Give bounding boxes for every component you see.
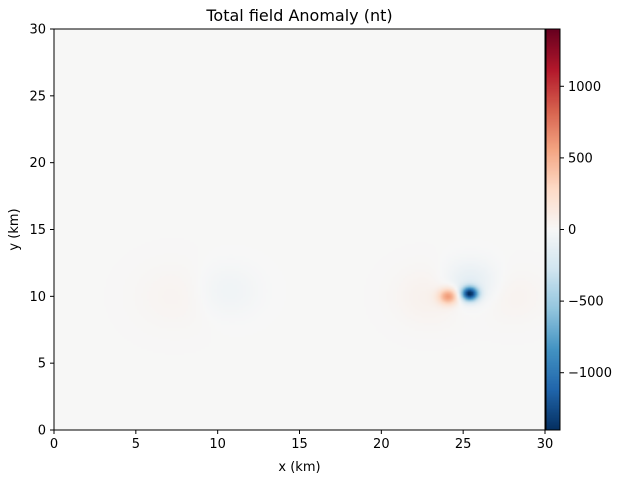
colorbar-ticks: −1000 −500 0 500 1000 — [560, 80, 612, 381]
y-tick-label: 30 — [29, 23, 46, 38]
x-tick-label: 20 — [373, 437, 390, 452]
colorbar-tick-label: 1000 — [568, 80, 601, 95]
x-tick-label: 15 — [291, 437, 308, 452]
y-tick-label: 0 — [38, 424, 46, 439]
y-axis-ticks: 0 5 10 15 20 25 30 — [29, 23, 54, 439]
x-tick-label: 10 — [209, 437, 226, 452]
y-tick-label: 20 — [29, 156, 46, 171]
y-tick-label: 15 — [29, 223, 46, 238]
y-tick-label: 25 — [29, 89, 46, 104]
y-tick-label: 5 — [38, 357, 46, 372]
colorbar-tick-label: −500 — [568, 295, 604, 310]
colorbar-tick-label: 500 — [568, 151, 593, 166]
y-tick-label: 10 — [29, 290, 46, 305]
colorbar-tick-label: 0 — [568, 223, 576, 238]
plot-area — [53, 28, 546, 431]
colorbar: −1000 −500 0 500 1000 — [545, 28, 612, 431]
colorbar-tick-label: −1000 — [568, 366, 612, 381]
x-axis-label: x (km) — [278, 460, 320, 475]
colorbar-gradient — [546, 29, 560, 430]
x-tick-label: 0 — [50, 437, 58, 452]
x-axis-ticks: 0 5 10 15 20 25 30 — [50, 430, 553, 452]
heatmap-image — [54, 29, 545, 430]
x-tick-label: 5 — [132, 437, 140, 452]
x-tick-label: 25 — [455, 437, 472, 452]
x-tick-label: 30 — [537, 437, 554, 452]
chart-title: Total field Anomaly (nt) — [205, 6, 392, 25]
y-axis-label: y (km) — [7, 208, 22, 250]
